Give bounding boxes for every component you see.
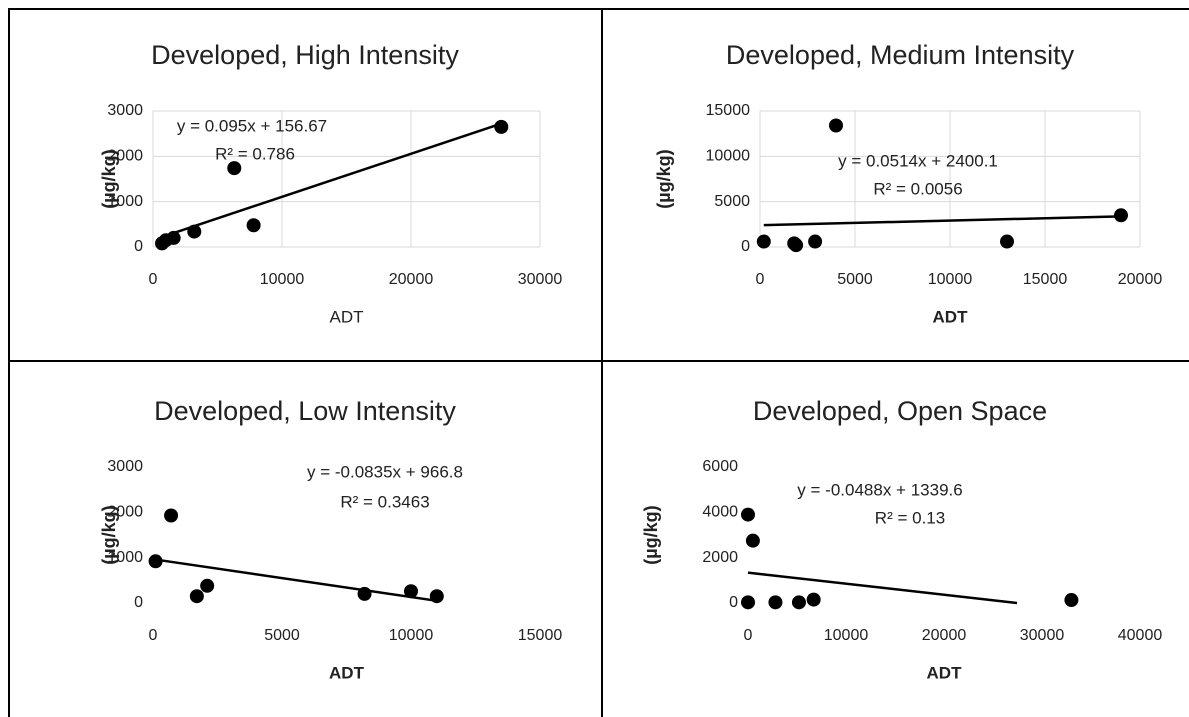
chart-title: Developed, Medium Intensity <box>726 40 1075 70</box>
chart-title: Developed, High Intensity <box>151 40 459 70</box>
y-tick-label: 2000 <box>107 504 143 521</box>
y-axis-label: (µg/kg) <box>641 505 661 564</box>
y-tick-label: 15000 <box>706 102 751 119</box>
x-tick-label: 15000 <box>518 627 563 644</box>
data-point <box>1114 208 1128 223</box>
y-tick-label: 0 <box>134 594 143 611</box>
trend-equation: y = -0.0488x + 1339.6 <box>797 480 962 499</box>
x-tick-label: 30000 <box>1020 627 1065 644</box>
data-point <box>404 584 418 599</box>
trendline <box>161 122 502 239</box>
trendline <box>155 558 437 603</box>
x-tick-label: 10000 <box>824 627 869 644</box>
chart-title: Developed, Low Intensity <box>154 396 456 426</box>
trend-r2: R² = 0.786 <box>215 144 295 163</box>
data-point <box>166 230 181 245</box>
x-tick-label: 0 <box>149 271 158 288</box>
data-point <box>148 554 163 569</box>
x-axis-label: ADT <box>927 663 963 682</box>
x-tick-label: 30000 <box>518 271 563 288</box>
data-point <box>429 589 444 604</box>
trend-r2: R² = 0.13 <box>875 508 945 527</box>
y-tick-label: 4000 <box>702 504 738 521</box>
x-tick-label: 10000 <box>928 271 973 288</box>
x-tick-label: 20000 <box>922 627 967 644</box>
data-point <box>189 589 204 604</box>
x-tick-label: 10000 <box>389 627 434 644</box>
x-axis-label: ADT <box>329 663 365 682</box>
x-axis-label: ADT <box>330 307 364 326</box>
x-tick-label: 0 <box>149 627 158 644</box>
x-axis-label: ADT <box>933 307 969 326</box>
y-tick-label: 2000 <box>107 148 143 165</box>
y-axis-label: (µg/kg) <box>99 149 119 208</box>
y-tick-label: 2000 <box>702 549 738 566</box>
data-point <box>745 533 760 548</box>
y-tick-label: 5000 <box>714 193 750 210</box>
data-point <box>789 238 804 253</box>
data-point <box>791 595 806 610</box>
y-tick-label: 3000 <box>107 458 143 475</box>
data-point <box>357 586 372 601</box>
y-tick-label: 10000 <box>706 148 751 165</box>
y-tick-label: 1000 <box>107 549 143 566</box>
x-tick-label: 20000 <box>1118 271 1163 288</box>
y-tick-label: 1000 <box>107 193 143 210</box>
data-point <box>756 234 771 249</box>
trend-r2: R² = 0.0056 <box>873 179 962 198</box>
x-tick-label: 10000 <box>260 271 305 288</box>
data-point <box>1000 234 1014 249</box>
x-tick-label: 40000 <box>1118 627 1163 644</box>
data-point <box>200 578 215 593</box>
data-point <box>741 507 755 522</box>
x-tick-label: 0 <box>756 271 765 288</box>
trendline <box>763 215 1122 227</box>
trend-r2: R² = 0.3463 <box>340 492 429 511</box>
trendline <box>747 571 1018 605</box>
data-point <box>1064 593 1079 608</box>
trend-equation: y = 0.095x + 156.67 <box>177 116 327 135</box>
trend-equation: y = 0.0514x + 2400.1 <box>838 151 998 170</box>
y-axis-label: (µg/kg) <box>99 505 119 564</box>
y-tick-label: 0 <box>729 594 738 611</box>
data-point <box>829 118 843 133</box>
x-tick-label: 15000 <box>1023 271 1068 288</box>
trend-equation: y = -0.0835x + 966.8 <box>307 462 463 481</box>
y-axis-label: (µg/kg) <box>654 149 674 208</box>
x-tick-label: 20000 <box>389 271 434 288</box>
data-point <box>808 234 823 249</box>
data-point <box>164 508 179 523</box>
data-point <box>246 218 261 233</box>
data-point <box>187 224 202 239</box>
y-tick-label: 0 <box>134 238 143 255</box>
y-tick-label: 3000 <box>107 102 143 119</box>
x-tick-label: 5000 <box>264 627 300 644</box>
x-tick-label: 5000 <box>837 271 873 288</box>
data-point <box>227 161 242 176</box>
y-tick-label: 6000 <box>702 458 738 475</box>
data-point <box>768 595 783 610</box>
data-point <box>494 119 509 134</box>
data-point <box>806 592 821 607</box>
x-tick-label: 0 <box>744 627 753 644</box>
data-point <box>741 595 755 610</box>
chart-title: Developed, Open Space <box>753 396 1047 426</box>
y-tick-label: 0 <box>741 238 750 255</box>
